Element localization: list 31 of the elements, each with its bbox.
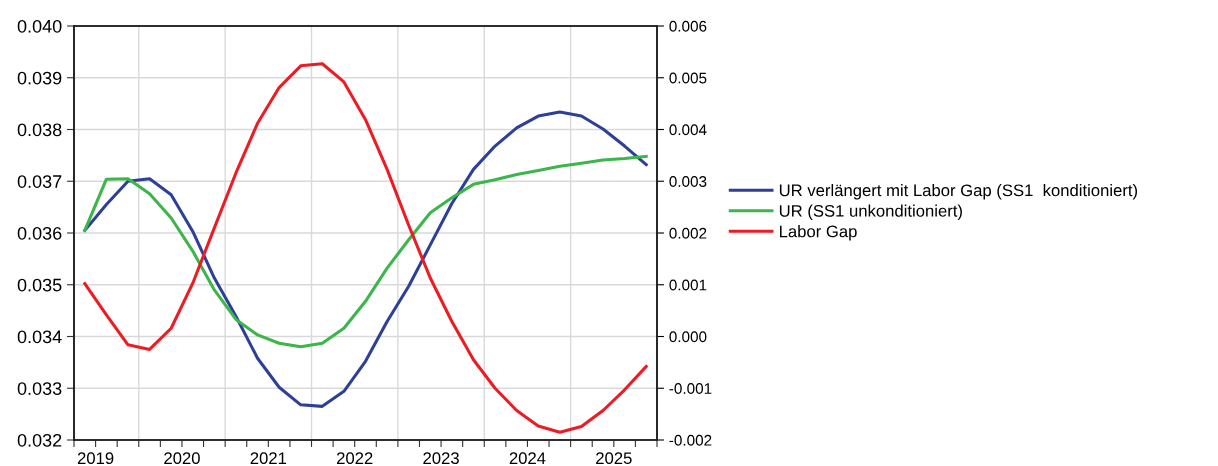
line-series [83, 154, 648, 349]
y-tick-label: 0.039 [17, 71, 62, 85]
legend-label: Labor Gap [780, 225, 857, 241]
y2-tick-label: 0.004 [669, 124, 707, 136]
y-tick-label: 0.036 [17, 226, 62, 240]
y-tick-label: 0.033 [17, 382, 62, 395]
line-series [83, 62, 648, 434]
y2-tick-label: 0.006 [669, 20, 707, 32]
y2-tick-label: 0.002 [669, 227, 707, 239]
y2-tick-label: 0.003 [669, 176, 707, 187]
x-tick-label: 2020 [164, 452, 200, 465]
x-tick-label: 2021 [250, 452, 287, 465]
x-tick-label: 2024 [509, 452, 546, 465]
legend-label: UR verlängert mit Labor Gap (SS1 konditioniert) [779, 184, 1138, 200]
y2-tick-label: 0.001 [669, 279, 707, 291]
x-tick-label: 2023 [423, 452, 459, 465]
y2-tick-label: -0.001 [669, 383, 712, 394]
y-tick-label: 0.040 [17, 19, 62, 33]
x-tick-label: 2022 [337, 452, 373, 465]
y2-tick-label: 0.005 [669, 72, 707, 84]
x-tick-label: 2025 [596, 452, 632, 465]
y-tick-label: 0.032 [17, 433, 62, 447]
y2-tick-label: -0.002 [669, 434, 712, 446]
x-tick-label: 2019 [77, 452, 114, 465]
legend-label: UR (SS1 unkonditioniert) [779, 204, 962, 221]
y-tick-label: 0.037 [17, 175, 62, 188]
y-tick-label: 0.034 [17, 330, 62, 344]
line-series [83, 110, 648, 408]
y-tick-label: 0.035 [17, 278, 62, 292]
y2-tick-label: 0.000 [669, 331, 707, 343]
y-tick-label: 0.038 [17, 123, 62, 137]
